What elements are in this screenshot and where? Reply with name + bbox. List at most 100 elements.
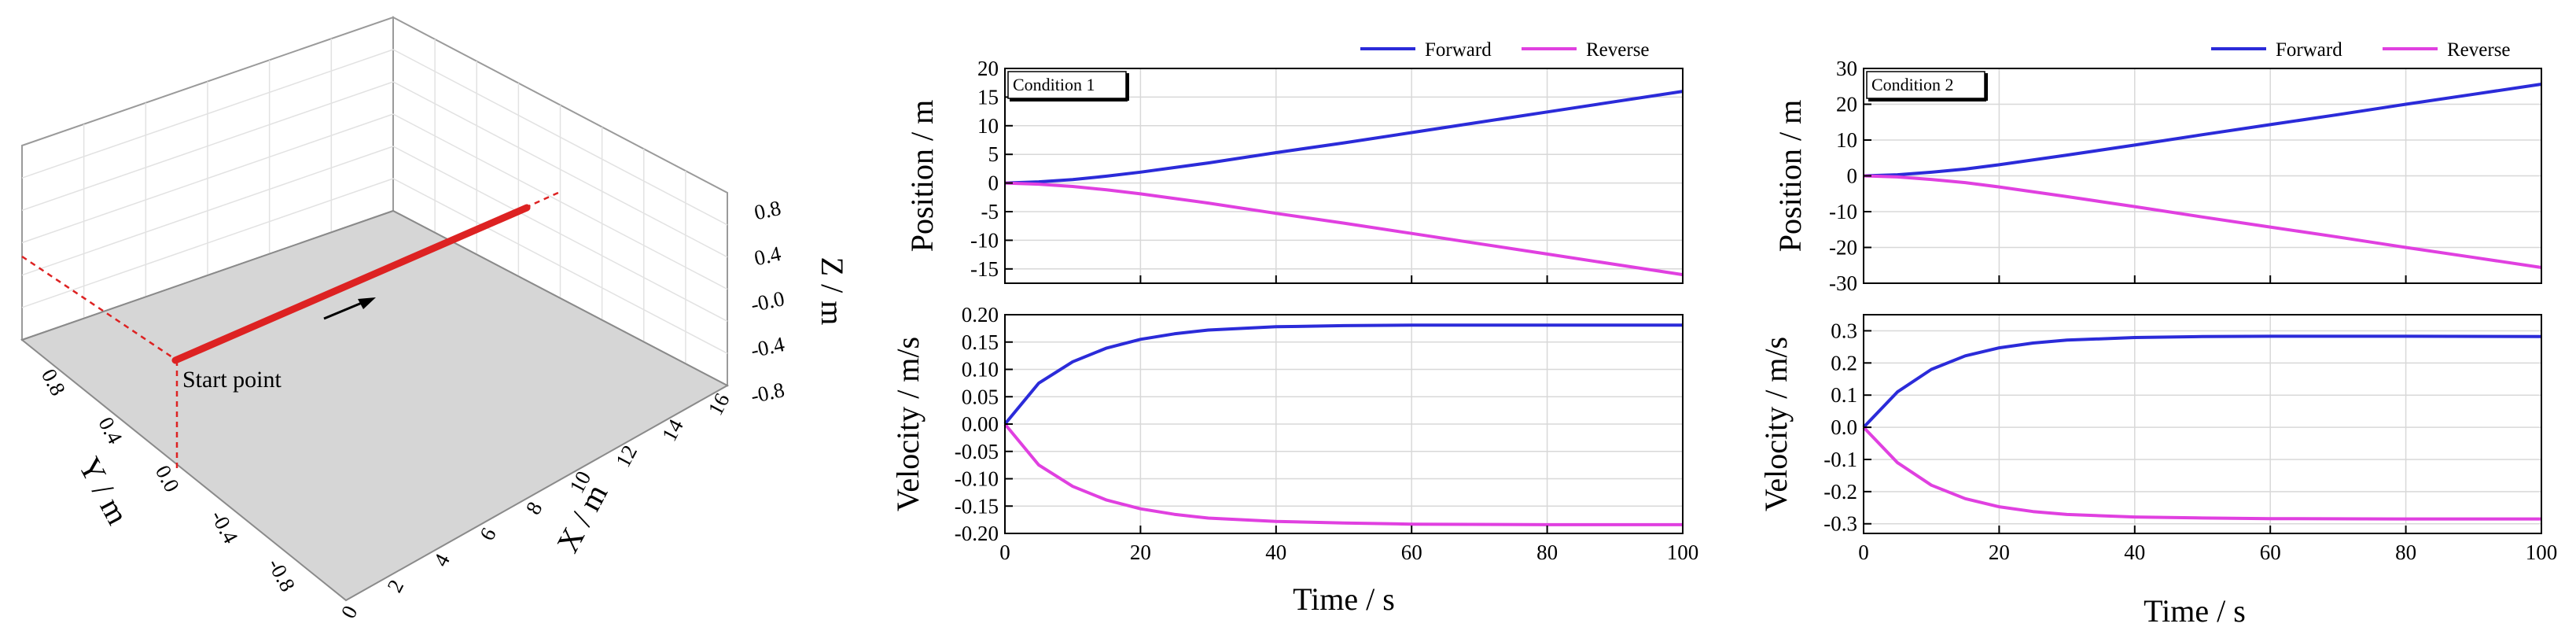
position-chart: 20 15 10 5 0 -5 -10 -15 Position / m Condition 1 [904,57,1684,284]
x-tick-label: 0 [1858,541,1869,564]
condition-label: Condition 2 [1871,75,1954,94]
z-tick-label: 0.8 [753,196,783,224]
y-tick-label: 20 [977,57,999,80]
series-reverse-line [1004,181,1684,277]
floor-plane [20,209,730,602]
legend-reverse-label: Reverse [2447,39,2511,61]
y-tick-label: -0.1 [1823,448,1857,471]
y-tick-label: 10 [1836,128,1857,152]
z-axis-label: Z / m [815,257,850,326]
y-tick-label: -0.2 [1823,480,1857,504]
wall-grid-line [392,146,728,322]
y-axis-label: Position / m [904,100,940,252]
series-reverse-line [1003,422,1683,526]
y-axis-label: Velocity / m/s [1758,337,1794,511]
y-tick-label: -0.05 [955,440,999,463]
x-tick-label: 40 [2124,541,2145,564]
y-tick-label: -15 [970,257,999,281]
y-tick-label: -10 [1829,200,1857,223]
wall-grid [21,39,728,364]
y-tick-label: 0 [988,172,999,195]
y-tick-label: 0.15 [962,330,999,354]
start-point-label: Start point [182,367,282,393]
legend-reverse-label: Reverse [1586,39,1650,61]
x-tick-label: 20 [1989,541,2010,564]
y-tick-label: 20 [1836,93,1857,116]
y-tick-label: 0.20 [962,303,999,327]
x-axis-label: X / m [550,478,615,559]
x-tick-label: 4 [429,549,454,570]
x-tick-label: 60 [2260,541,2281,564]
wall-grid-line [392,113,728,290]
series-reverse-line [1862,426,2541,521]
condition-2-group: Forward Reverse 3020100-10-20-30Position… [1758,39,2557,629]
series-forward-line [1004,90,1684,185]
condition-badge-box [1866,71,1985,99]
x-tick-label: 100 [1667,541,1699,564]
projection-x-ext [524,190,561,209]
x-tick-label: 20 [1130,541,1151,564]
y-tick-label: 0.1 [1831,383,1857,407]
velocity-chart: 0.20 0.15 0.10 0.05 0.00 -0.05 -0.10 -0.15 -0.20… [890,303,1698,564]
y-tick-label: -0.8 [263,555,300,596]
y-axis-label: Velocity / m/s [890,337,926,511]
y-tick-label: 15 [977,85,999,109]
y-axis-label: Position / m [1772,100,1808,252]
y-tick-label: 10 [977,114,999,138]
wall-grid-line [392,178,728,354]
x-tick-label: 2 [382,576,408,596]
x-tick-label: 40 [1265,541,1286,564]
wall-grid-line [21,178,394,308]
y-tick-label: 0.00 [962,412,999,436]
x-tick-label: 8 [521,498,547,518]
y-tick-label: 0.2 [1831,351,1857,374]
arrow-right-icon [323,297,376,320]
series-forward-line [1863,83,2542,178]
y-tick-label: -0.15 [955,494,999,518]
z-tick-label: -0.4 [749,332,787,362]
z-axis-ticks: -0.8 -0.4 -0.0 0.4 0.8 [749,196,787,408]
velocity-chart: 0.3 0.2 0.1 0.0 -0.1 -0.2 -0.30 20 40 60 80 100 Velo… [1758,314,2558,564]
x-axis-label: Time / s [1293,581,1395,617]
y-tick-label: -0.3 [1823,512,1857,536]
wall-grid-line [392,49,728,226]
y-tick-label: -0.20 [955,522,999,545]
legend-forward-label: Forward [2276,39,2342,61]
projection-lines [21,190,561,470]
z-tick-label: 0.4 [753,242,784,270]
trajectory-line [171,204,531,364]
condition-label: Condition 1 [1013,75,1095,94]
series-reverse-line [1863,174,2542,269]
series-forward-line [1003,323,1683,426]
y-tick-label: 0.10 [962,358,999,382]
x-tick-label: 100 [2526,541,2558,564]
y-tick-label: -0.10 [955,467,999,491]
x-tick-label: 0 [999,541,1010,564]
y-tick-label: 0.05 [962,385,999,408]
x-tick-label: 60 [1401,541,1422,564]
y-tick-label: 5 [988,142,999,166]
x-tick-label: 80 [1536,541,1558,564]
position-chart: 30 20 10 0 -10 -20 -30 Position / m Condition 2 [1772,57,2542,295]
x-tick-label: 6 [475,524,501,544]
x-tick-label: 80 [2395,541,2416,564]
projection-y [21,255,178,362]
z-tick-label: -0.0 [749,286,786,316]
y-tick-label: -10 [970,228,999,252]
legend-forward-label: Forward [1425,39,1492,61]
wall-grid-line [392,81,728,258]
y-tick-label: -30 [1829,271,1857,295]
x-axis-label: Time / s [2144,593,2246,629]
y-tick-label: 0.3 [1831,319,1857,342]
plot-frame [1863,314,2542,534]
plot-frame [1004,68,1684,284]
legend: Forward Reverse [2211,39,2511,61]
legend: Forward Reverse [1360,39,1650,61]
y-axis-label: Y / m [72,452,136,530]
condition-badge-box [1007,71,1127,99]
grid [1863,315,2542,533]
y-tick-label: 30 [1836,57,1857,80]
y-tick-label: -5 [981,200,999,223]
y-tick-label: 0 [1847,164,1858,188]
